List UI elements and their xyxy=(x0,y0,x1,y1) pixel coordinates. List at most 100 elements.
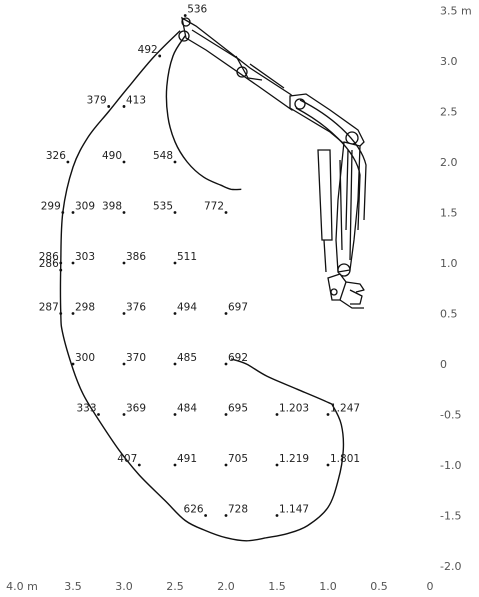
capacity-point xyxy=(173,463,177,467)
capacity-point xyxy=(97,413,100,416)
y-tick-label: -0.5 xyxy=(440,409,461,422)
capacity-label: 298 xyxy=(75,302,95,314)
capacity-label: 286 xyxy=(39,251,59,263)
capacity-label: 705 xyxy=(228,453,248,465)
capacity-label: 491 xyxy=(177,453,197,465)
capacity-label: 692 xyxy=(228,352,248,364)
y-tick-label: 2.0 xyxy=(440,156,458,169)
capacity-label: 413 xyxy=(126,94,146,106)
capacity-point xyxy=(224,463,228,467)
capacity-label: 376 xyxy=(126,302,146,314)
capacity-label: 370 xyxy=(126,352,146,364)
capacity-label: 333 xyxy=(76,403,96,415)
capacity-label: 728 xyxy=(228,504,248,516)
y-axis: 3.5 m 3.0 2.5 2.0 1.5 1.0 0.5 0 -0.5 -1.0 -1.5 -2.0 xyxy=(440,5,472,574)
capacity-point xyxy=(224,362,228,366)
y-tick-label: 3.5 m xyxy=(440,5,472,18)
capacity-label: 379 xyxy=(87,94,107,106)
crane-illustration xyxy=(178,16,367,309)
capacity-label: 695 xyxy=(228,403,248,415)
capacity-point xyxy=(204,514,208,517)
capacity-point xyxy=(137,463,141,467)
capacity-label: 386 xyxy=(126,251,146,263)
y-tick-label: -1.5 xyxy=(440,510,461,523)
capacity-point xyxy=(173,211,177,214)
capacity-point xyxy=(122,362,126,366)
y-tick-label: 3.0 xyxy=(440,55,458,68)
capacity-label: 1.247 xyxy=(330,403,360,415)
capacity-point xyxy=(122,160,126,164)
y-tick-label: -2.0 xyxy=(440,560,461,573)
capacity-point xyxy=(122,413,126,416)
capacity-point xyxy=(61,211,65,214)
capacity-label: 494 xyxy=(177,302,197,314)
capacity-point xyxy=(224,413,228,416)
capacity-label: 407 xyxy=(117,453,137,465)
x-tick-label: 1.0 xyxy=(319,580,337,593)
capacity-point xyxy=(224,211,228,214)
capacity-label: 484 xyxy=(177,403,197,415)
capacity-point xyxy=(173,312,177,315)
capacity-label: 286 xyxy=(39,258,59,270)
capacity-point xyxy=(122,211,126,214)
capacity-point xyxy=(173,160,177,164)
capacity-point xyxy=(107,105,111,108)
x-axis: 4.0 m 3.5 3.0 2.5 2.0 1.5 1.0 0.5 0 xyxy=(6,580,433,593)
capacity-point xyxy=(173,413,177,416)
capacity-label: 299 xyxy=(41,201,61,213)
capacity-point xyxy=(173,261,177,265)
x-tick-label: 2.5 xyxy=(166,580,184,593)
capacity-point xyxy=(158,54,162,58)
capacity-point xyxy=(122,105,126,108)
capacity-point xyxy=(71,362,75,366)
capacity-label: 1.147 xyxy=(279,504,309,516)
x-tick-label: 3.0 xyxy=(115,580,133,593)
x-tick-label: 0.5 xyxy=(370,580,388,593)
capacity-label: 490 xyxy=(102,150,122,162)
capacity-point xyxy=(59,261,63,265)
capacity-label: 535 xyxy=(153,201,173,213)
x-tick-label: 2.0 xyxy=(217,580,235,593)
capacity-label: 485 xyxy=(177,352,197,364)
capacity-point xyxy=(326,463,330,467)
y-tick-label: -1.0 xyxy=(440,459,461,472)
y-tick-label: 0.5 xyxy=(440,308,458,321)
inner-envelope-curve xyxy=(165,35,242,191)
capacity-label: 287 xyxy=(39,302,59,314)
capacity-label: 697 xyxy=(228,302,248,314)
capacity-label: 303 xyxy=(75,251,95,263)
y-tick-label: 0 xyxy=(440,358,447,371)
capacity-point xyxy=(122,312,126,315)
capacity-label: 536 xyxy=(187,4,207,16)
capacity-label: 772 xyxy=(204,201,224,213)
capacity-label: 548 xyxy=(153,150,173,162)
capacity-point xyxy=(275,463,279,467)
capacity-label: 626 xyxy=(184,504,204,516)
capacity-point xyxy=(59,312,63,315)
capacity-label: 1.219 xyxy=(279,453,309,465)
capacity-point xyxy=(59,268,63,272)
x-tick-label: 1.5 xyxy=(268,580,286,593)
y-tick-label: 1.5 xyxy=(440,207,458,220)
capacity-label: 1.801 xyxy=(330,453,360,465)
capacity-label: 300 xyxy=(75,352,95,364)
y-tick-label: 2.5 xyxy=(440,106,458,119)
capacity-point xyxy=(275,514,279,517)
y-tick-label: 1.0 xyxy=(440,257,458,270)
capacity-label: 511 xyxy=(177,251,197,263)
outer-envelope-curve xyxy=(59,30,345,542)
capacity-point xyxy=(275,413,279,416)
capacity-label: 326 xyxy=(46,150,66,162)
x-tick-label: 4.0 m xyxy=(6,580,38,593)
capacity-point xyxy=(326,413,330,416)
x-tick-label: 3.5 xyxy=(64,580,82,593)
capacity-point xyxy=(183,14,187,17)
capacity-point xyxy=(224,312,228,315)
capacity-label: 309 xyxy=(75,201,95,213)
capacity-point xyxy=(66,160,70,164)
capacity-point xyxy=(71,312,75,315)
x-tick-label: 0 xyxy=(427,580,434,593)
capacity-label: 1.203 xyxy=(279,403,309,415)
